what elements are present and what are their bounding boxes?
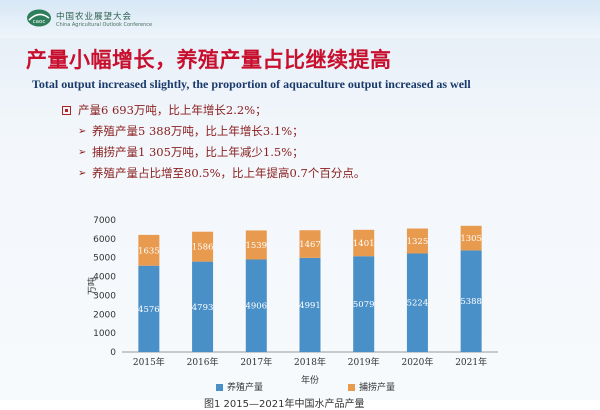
org-name-en: China Agricultural Outlook Conference xyxy=(56,22,153,28)
legend-swatch xyxy=(348,384,355,391)
y-tick-label: 3000 xyxy=(93,291,116,301)
data-label: 5079 xyxy=(353,300,375,310)
y-tick-label: 5000 xyxy=(93,254,116,264)
legend-item-aquaculture: 养殖产量 xyxy=(216,380,263,393)
figure-caption: 图1 2015—2021年中国水产品产量 xyxy=(204,399,365,410)
conference-logo-icon: caoc xyxy=(27,9,51,27)
y-tick-label: 0 xyxy=(110,348,116,358)
bar-fishing xyxy=(353,229,375,257)
arrow-bullet-icon: ➢ xyxy=(78,168,87,179)
bar-fishing xyxy=(460,225,482,251)
bullet-sub: ➢ 养殖产量5 388万吨，比上年增长3.1%； xyxy=(58,121,365,142)
bar-aquaculture xyxy=(460,250,482,352)
bar-aquaculture xyxy=(299,257,321,352)
square-bullet-icon xyxy=(62,106,71,115)
y-tick-label: 6000 xyxy=(93,235,116,245)
bar-aquaculture xyxy=(353,256,375,352)
bullet-sub-text: 养殖产量5 388万吨，比上年增长3.1%； xyxy=(92,124,304,138)
bullet-sub-text: 养殖产量占比增至80.5%，比上年提高0.7个百分点。 xyxy=(92,166,366,180)
x-tick-label: 2020年 xyxy=(401,356,433,368)
slide-title-en: Total output increased slightly, the pro… xyxy=(32,77,471,91)
y-tick-label: 4000 xyxy=(93,273,116,283)
legend-swatch xyxy=(216,384,223,391)
data-label: 5224 xyxy=(407,299,429,309)
arrow-bullet-icon: ➢ xyxy=(78,126,87,137)
data-label: 1305 xyxy=(460,234,482,244)
legend-label: 养殖产量 xyxy=(227,383,264,393)
legend-item-fishing: 捕捞产量 xyxy=(348,380,395,393)
x-tick-label: 2017年 xyxy=(240,356,272,368)
bar-fishing xyxy=(138,234,160,266)
bar-fishing xyxy=(192,231,214,262)
bullet-sub: ➢ 捕捞产量1 305万吨，比上年减少1.5%； xyxy=(58,142,365,163)
data-label: 4793 xyxy=(192,303,214,313)
x-tick-label: 2019年 xyxy=(348,356,380,368)
legend-label: 捕捞产量 xyxy=(359,383,396,393)
bullet-sub: ➢ 养殖产量占比增至80.5%，比上年提高0.7个百分点。 xyxy=(58,163,365,184)
header-band: caoc 中国农业展望大会 China Agricultural Outlook… xyxy=(0,0,600,38)
x-tick-label: 2018年 xyxy=(294,356,326,368)
stacked-bar-chart: 0 1000 2000 3000 4000 5000 6000 7000 万吨 4576 1635 2… xyxy=(86,216,498,386)
bar-aquaculture xyxy=(245,259,267,352)
data-label: 1635 xyxy=(138,246,160,256)
y-axis-label: 万吨 xyxy=(86,277,98,295)
bar-fishing xyxy=(406,228,428,254)
data-label: 1325 xyxy=(407,237,429,247)
arrow-bullet-icon: ➢ xyxy=(78,147,87,158)
x-tick-label: 2016年 xyxy=(187,356,219,368)
bar-aquaculture xyxy=(192,261,214,352)
data-label: 4576 xyxy=(138,305,160,315)
data-label: 4991 xyxy=(299,301,321,311)
bullet-main-text: 产量6 693万吨，比上年增长2.2%； xyxy=(78,103,267,117)
slide-title-cn: 产量小幅增长，养殖产量占比继续提高 xyxy=(26,48,392,72)
y-tick-label: 1000 xyxy=(93,329,116,339)
bullet-list: 产量6 693万吨，比上年增长2.2%； ➢ 养殖产量5 388万吨，比上年增长… xyxy=(58,100,365,184)
logo-text: caoc xyxy=(33,19,46,25)
y-tick-label: 2000 xyxy=(93,310,116,320)
y-tick-label: 7000 xyxy=(93,216,116,226)
x-tick-label: 2015年 xyxy=(133,356,165,368)
bar-aquaculture xyxy=(406,253,428,352)
data-label: 1467 xyxy=(299,240,321,250)
x-axis-label: 年份 xyxy=(301,374,319,386)
x-tick-label: 2021年 xyxy=(455,356,487,368)
bar-fishing xyxy=(299,230,321,258)
data-label: 1586 xyxy=(192,243,214,253)
data-label: 4906 xyxy=(245,302,267,312)
bullet-main: 产量6 693万吨，比上年增长2.2%； xyxy=(58,100,365,121)
data-label: 5388 xyxy=(460,297,482,307)
org-name-cn: 中国农业展望大会 xyxy=(56,12,133,22)
data-label: 1539 xyxy=(245,241,267,251)
data-label: 1401 xyxy=(353,239,375,249)
bar-aquaculture xyxy=(138,265,160,352)
bullet-sub-text: 捕捞产量1 305万吨，比上年减少1.5%； xyxy=(92,145,304,159)
bar-fishing xyxy=(245,230,267,260)
